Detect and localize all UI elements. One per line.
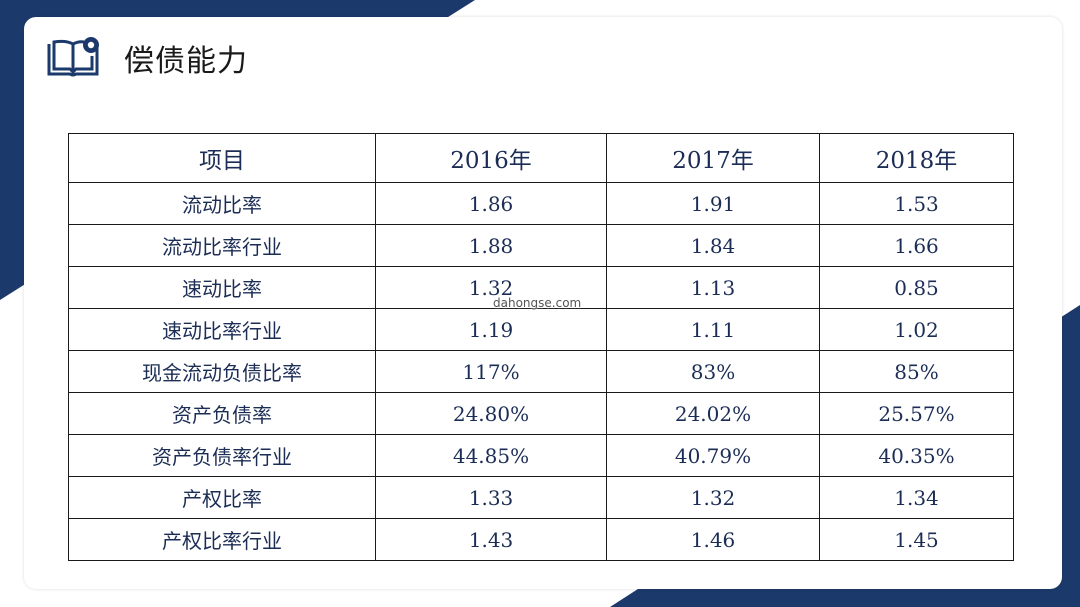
row-label: 资产负债率 [68, 392, 376, 435]
table-row: 资产负债率行业 44.85% 40.79% 40.35% [68, 434, 1014, 477]
cell-value: 1.88 [375, 224, 607, 267]
table-row: 流动比率 1.86 1.91 1.53 [68, 182, 1014, 225]
cell-value: 1.19 [375, 308, 607, 351]
table-row: 速动比率行业 1.19 1.11 1.02 [68, 308, 1014, 351]
row-label: 流动比率行业 [68, 224, 376, 267]
table-row: 现金流动负债比率 117% 83% 85% [68, 350, 1014, 393]
cell-value: 117% [375, 350, 607, 393]
solvency-table: 项目 2016年 2017年 2018年 流动比率 1.86 1.91 1.53… [68, 133, 1014, 561]
cell-value: 1.11 [606, 308, 820, 351]
cell-value: 1.53 [819, 182, 1014, 225]
cell-value: 85% [819, 350, 1014, 393]
book-icon [47, 37, 99, 77]
header-2016: 2016年 [375, 133, 607, 183]
cell-value: 1.91 [606, 182, 820, 225]
cell-value: 1.86 [375, 182, 607, 225]
table-row: 产权比率行业 1.43 1.46 1.45 [68, 518, 1014, 561]
table-row: 流动比率行业 1.88 1.84 1.66 [68, 224, 1014, 267]
cell-value: 25.57% [819, 392, 1014, 435]
cell-value: 1.33 [375, 476, 607, 519]
cell-value: 0.85 [819, 266, 1014, 309]
header-item: 项目 [68, 133, 376, 183]
row-label: 速动比率行业 [68, 308, 376, 351]
row-label: 现金流动负债比率 [68, 350, 376, 393]
row-label: 流动比率 [68, 182, 376, 225]
row-label: 资产负债率行业 [68, 434, 376, 477]
cell-value: 1.66 [819, 224, 1014, 267]
cell-value: 1.02 [819, 308, 1014, 351]
cell-value: 24.80% [375, 392, 607, 435]
solvency-table-container: 项目 2016年 2017年 2018年 流动比率 1.86 1.91 1.53… [68, 133, 1014, 561]
cell-value: 40.35% [819, 434, 1014, 477]
cell-value: 1.46 [606, 518, 820, 561]
row-label: 产权比率 [68, 476, 376, 519]
header-2018: 2018年 [819, 133, 1014, 183]
cell-value: 1.32 [375, 266, 607, 309]
cell-value: 83% [606, 350, 820, 393]
page-title: 偿债能力 [124, 44, 248, 79]
header-2017: 2017年 [606, 133, 820, 183]
cell-value: 1.34 [819, 476, 1014, 519]
cell-value: 24.02% [606, 392, 820, 435]
cell-value: 1.13 [606, 266, 820, 309]
row-label: 产权比率行业 [68, 518, 376, 561]
cell-value: 1.84 [606, 224, 820, 267]
cell-value: 44.85% [375, 434, 607, 477]
table-header-row: 项目 2016年 2017年 2018年 [68, 133, 1014, 183]
row-label: 速动比率 [68, 266, 376, 309]
table-row: 产权比率 1.33 1.32 1.34 [68, 476, 1014, 519]
table-row: 资产负债率 24.80% 24.02% 25.57% [68, 392, 1014, 435]
cell-value: 1.43 [375, 518, 607, 561]
watermark: dahongse.com [493, 296, 582, 310]
cell-value: 1.45 [819, 518, 1014, 561]
cell-value: 40.79% [606, 434, 820, 477]
cell-value: 1.32 [606, 476, 820, 519]
